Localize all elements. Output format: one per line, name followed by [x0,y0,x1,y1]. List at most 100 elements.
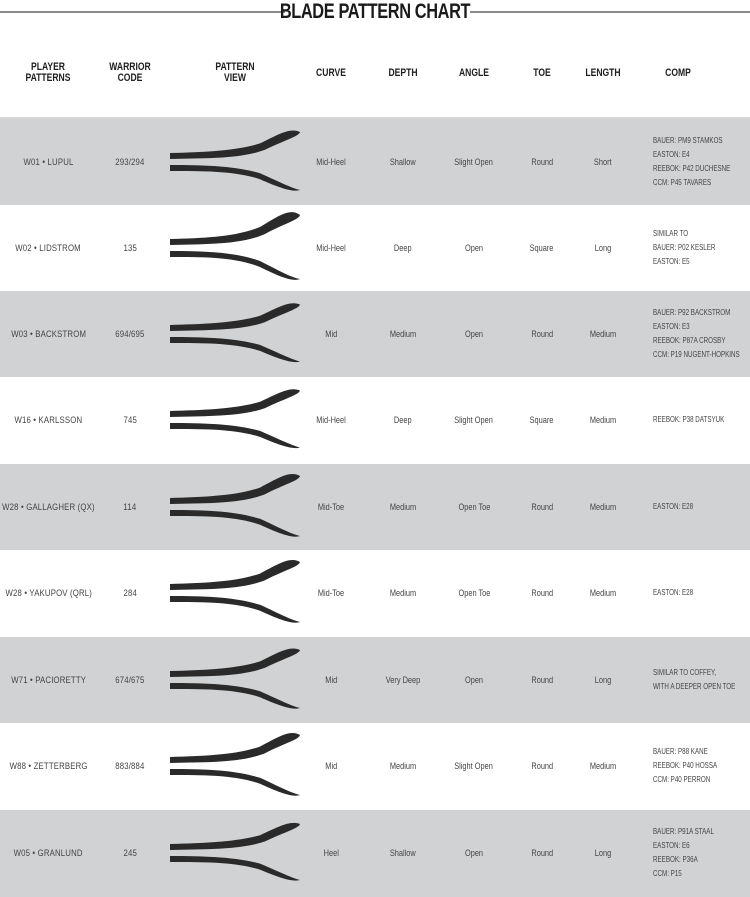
toe-value-cell: Round [512,119,572,205]
player-name-cell: W28 • YAKUPOV (QRL) [0,550,97,636]
player-name-cell: W16 • KARLSSON [0,377,97,463]
comp-item: CCM: P19 NUGENT-HOPKINS [653,350,740,359]
warrior-code-cell: 694/695 [100,291,160,377]
angle-value: Slight Open [454,157,494,167]
toe-value: Round [531,329,553,339]
toe-value: Round [531,588,553,598]
table-row: W01 • LUPUL 293/294 Mid-Heel Shallow Slight … [0,119,750,205]
comp-item: EASTON: E5 [653,257,690,266]
angle-value-cell: Open Toe [444,550,504,636]
warrior-code-cell: 883/884 [100,723,160,809]
toe-value-cell: Round [512,464,572,550]
blade-forehand-shape [170,474,300,504]
warrior-code: 674/675 [115,674,145,686]
warrior-code-cell: 245 [100,810,160,896]
comp-item: CCM: P45 TAVARES [653,178,712,187]
length-value: Medium [589,761,617,771]
curve-value: Mid-Toe [317,502,345,512]
curve-value-cell: Mid [301,637,361,723]
depth-value-cell: Medium [373,550,433,636]
blade-forehand-shape [170,389,300,417]
comp-item: EASTON: E6 [653,841,690,850]
depth-value: Medium [389,761,417,771]
warrior-code: 135 [123,242,137,254]
player-name-cell: W28 • GALLAGHER (QX) [0,464,97,550]
player-name-cell: W03 • BACKSTROM [0,291,97,377]
toe-value: Round [531,157,553,167]
depth-value: Shallow [390,157,416,167]
warrior-code: 114 [123,501,137,513]
table-row: W28 • YAKUPOV (QRL) 284 Mid-Toe Medium Open … [0,550,750,636]
blade-backhand-shape [170,423,300,449]
warrior-code: 694/695 [115,328,145,340]
header-comp: COMP [665,67,691,79]
player-name: W02 • LIDSTROM [15,242,82,254]
depth-value-cell: Deep [373,377,433,463]
player-name: W05 • GRANLUND [13,847,84,859]
comp-list: SIMILAR TO BAUER: P02 KESLER EASTON: E5 [653,205,733,291]
toe-value: Round [531,761,553,771]
angle-value: Open [464,243,484,253]
blade-pattern-image [170,474,300,537]
angle-value-cell: Open [444,637,504,723]
curve-value-cell: Mid-Heel [301,377,361,463]
header-pattern-view: PATTERN VIEW [215,61,255,84]
depth-value: Deep [394,415,412,425]
comp-item: BAUER: P02 KESLER [653,243,716,252]
comp-list: BAUER: P92 BACKSTROM EASTON: E3 REEBOK: P8… [653,291,750,377]
comp-item: REEBOK: P36A [653,855,698,864]
blade-forehand-shape [170,648,300,677]
player-name-cell: W01 • LUPUL [0,119,97,205]
blade-pattern-image [170,389,300,449]
table-row: W02 • LIDSTROM 135 Mid-Heel Deep Open Square L… [0,205,750,291]
curve-value: Heel [323,848,339,858]
blade-backhand-shape [170,596,300,623]
curve-value: Mid [325,329,337,339]
table-row: W28 • GALLAGHER (QX) 114 Mid-Toe Medium Open… [0,464,750,550]
blade-backhand-shape [170,337,300,363]
blade-backhand-shape [170,683,300,709]
blade-pattern-image [170,733,300,796]
comp-item: CCM: P15 [653,869,682,878]
depth-value: Deep [394,243,412,253]
angle-value: Slight Open [454,415,494,425]
blade-pattern-image [170,303,300,363]
comp-item: BAUER: P92 BACKSTROM [653,308,731,317]
angle-value: Open Toe [458,502,490,512]
header-angle: ANGLE [458,67,490,79]
curve-value: Mid [325,675,337,685]
toe-value-cell: Round [512,723,572,809]
comp-list: BAUER: P91A STAAL EASTON: E6 REEBOK: P36A C… [653,810,731,896]
player-name: W88 • ZETTERBERG [9,760,88,772]
length-value-cell: Medium [573,464,633,550]
curve-value-cell: Mid-Heel [301,205,361,291]
length-value: Long [594,243,612,253]
blade-backhand-shape [170,510,300,537]
toe-value: Round [531,502,553,512]
angle-value-cell: Open [444,810,504,896]
comp-item: EASTON: E3 [653,322,690,331]
depth-value: Shallow [390,848,416,858]
comp-item: BAUER: P88 KANE [653,747,708,756]
title-rule-left [0,11,285,13]
comp-item: BAUER: P91A STAAL [653,827,714,836]
blade-pattern-image [170,130,300,191]
blade-forehand-shape [170,822,300,850]
header-player-patterns: PLAYER PATTERNS [25,61,71,84]
length-value-cell: Medium [573,550,633,636]
comp-item: EASTON: E4 [653,150,690,159]
header-divider [0,117,750,119]
angle-value-cell: Slight Open [444,723,504,809]
curve-value-cell: Mid [301,291,361,377]
header-warrior-code: WARRIOR CODE [109,61,151,84]
header-length: LENGTH [585,67,621,79]
length-value-cell: Medium [573,291,633,377]
comp-item: REEBOK: P40 HOSSA [653,761,718,770]
comp-list: BAUER: P88 KANE REEBOK: P40 HOSSA CCM: P40… [653,723,735,809]
comp-list: SIMILAR TO COFFEY, WITH A DEEPER OPEN TOE [653,637,750,723]
blade-forehand-shape [170,212,300,245]
toe-value: Square [530,415,554,425]
warrior-code: 245 [123,847,137,859]
blade-forehand-shape [170,560,300,590]
warrior-code-cell: 745 [100,377,160,463]
